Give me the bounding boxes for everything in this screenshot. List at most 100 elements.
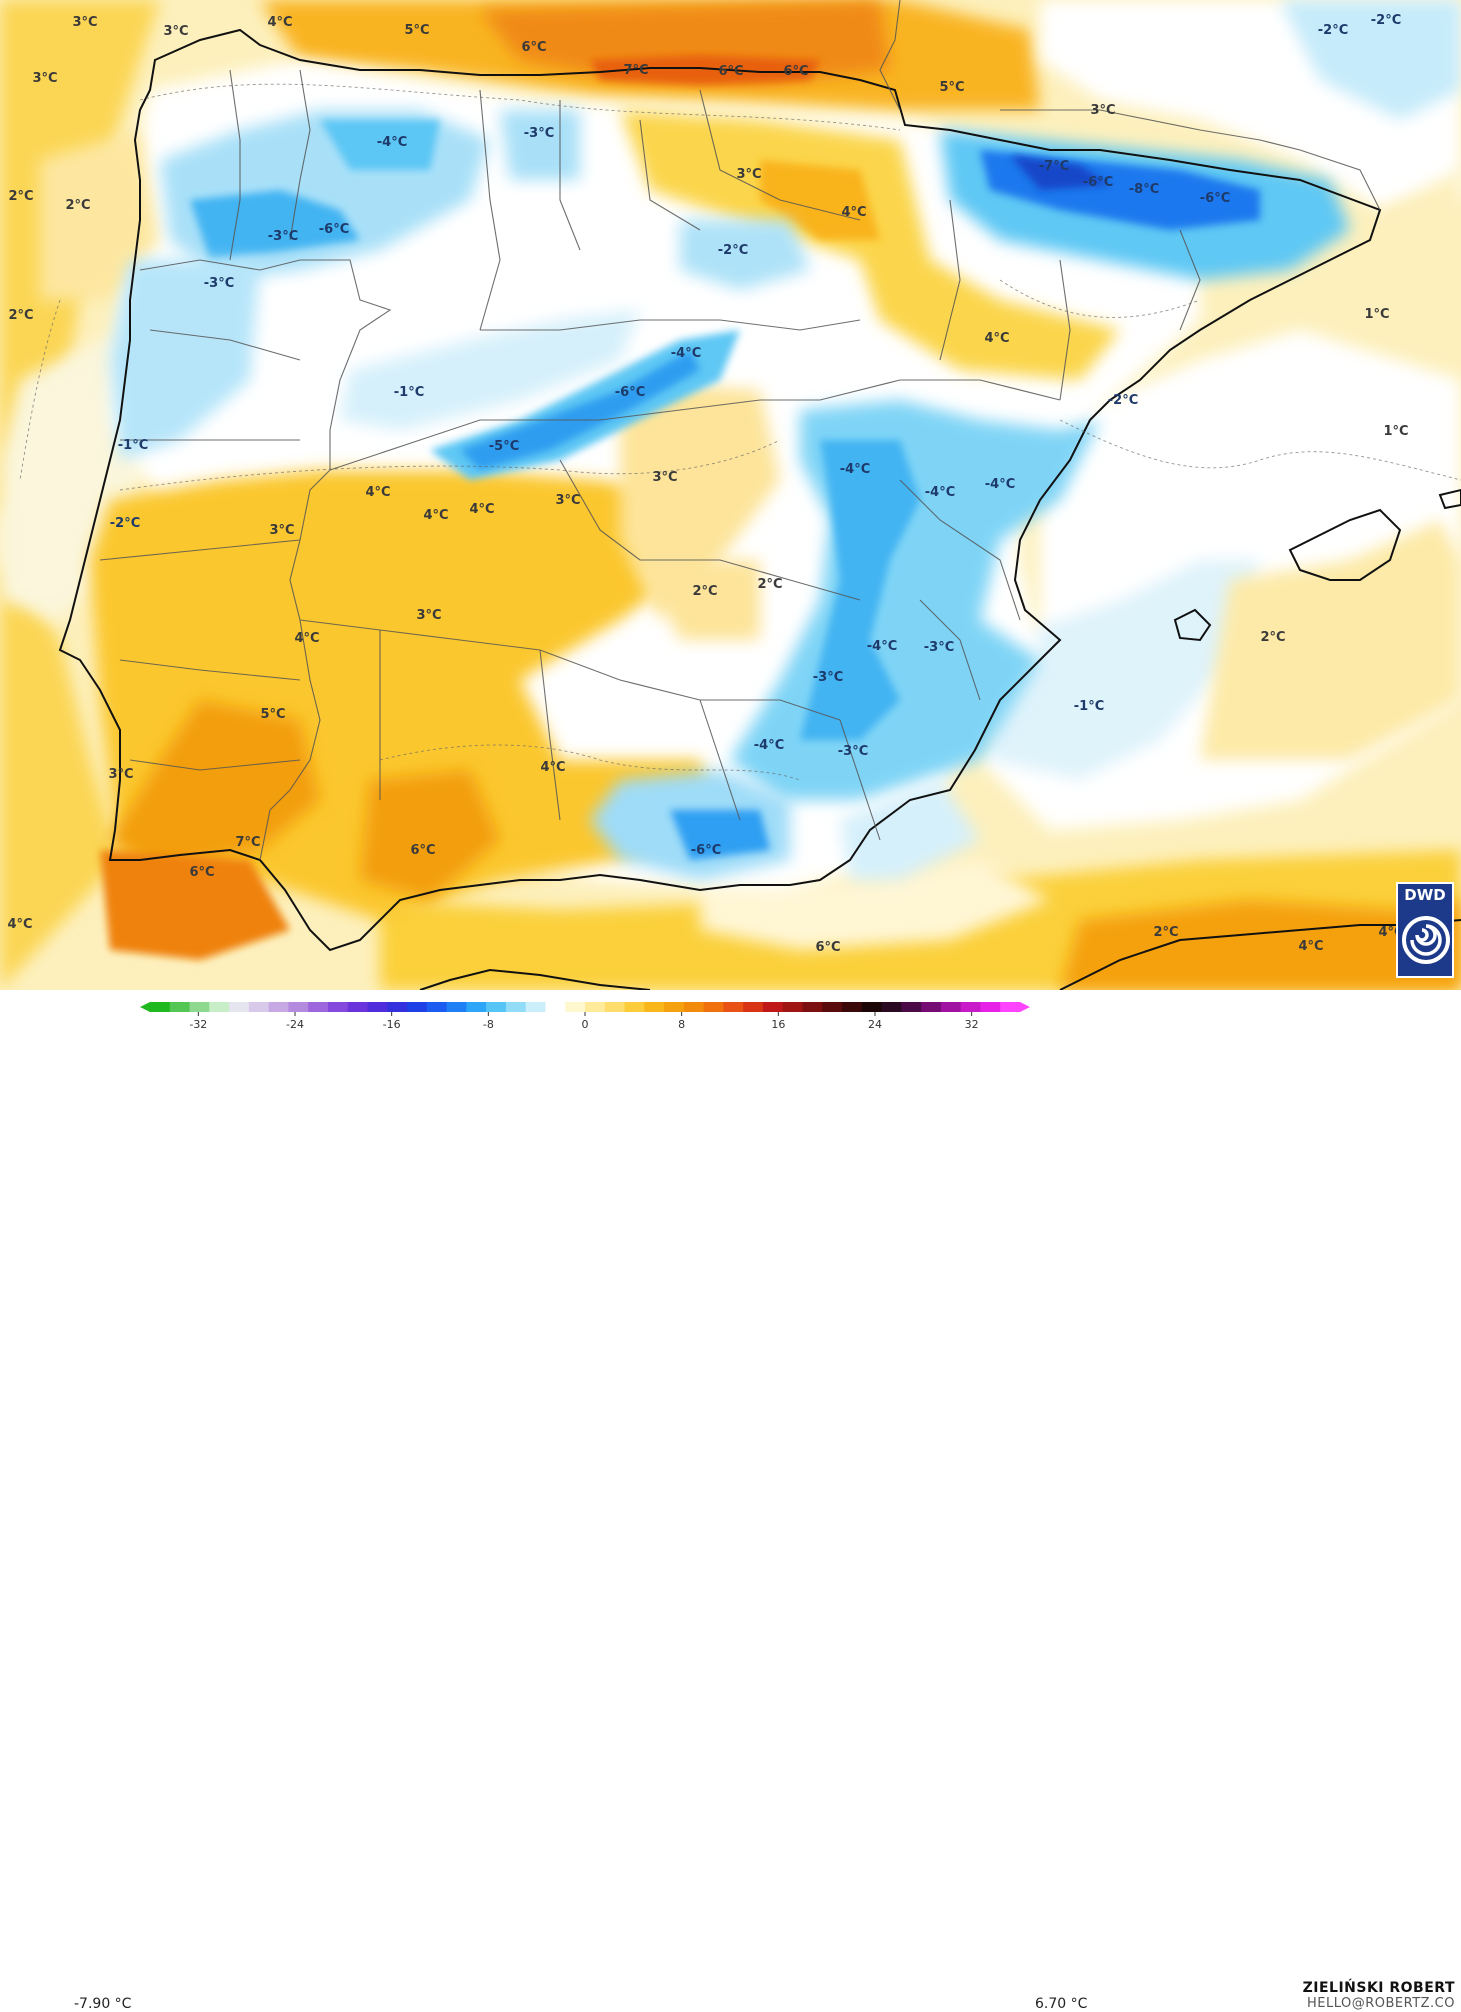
color-scale-segment — [822, 1002, 843, 1012]
cold-zone-cantabria — [320, 120, 440, 170]
hot-core-biscay — [590, 55, 820, 85]
temperature-label: 2°C — [692, 584, 717, 599]
temperature-label: -5°C — [489, 439, 519, 454]
temperature-label: -3°C — [268, 229, 298, 244]
coastline-menorca — [1438, 488, 1461, 510]
temperature-label: -3°C — [524, 126, 554, 141]
temperature-label: -4°C — [377, 135, 407, 150]
temperature-label: 3°C — [269, 523, 294, 538]
temperature-label: -6°C — [1083, 175, 1113, 190]
color-scale-min-arrow — [140, 1002, 150, 1012]
color-scale-segment — [466, 1002, 487, 1012]
hot-zone-algarve — [100, 850, 290, 960]
temperature-labels: 3°C 3°C 4°C 5°C 6°C 7°C 6°C 6°C 5°C 3°C 3°C -2°C -2°… — [7, 13, 1408, 955]
temperature-map: 3°C 3°C 4°C 5°C 6°C 7°C 6°C 6°C 5°C 3°C 3°C -2°C -2°… — [0, 0, 1461, 990]
color-scale-tick-label: 0 — [582, 1018, 589, 1031]
color-scale-segment — [980, 1002, 1001, 1012]
color-scale-segment — [268, 1002, 289, 1012]
temperature-label: -6°C — [691, 843, 721, 858]
color-scale-tick-label: 32 — [965, 1018, 979, 1031]
color-scale-segment — [585, 1002, 606, 1012]
dwd-swirl-icon — [1402, 916, 1450, 964]
color-scale-segment — [881, 1002, 902, 1012]
color-scale-max-arrow — [1020, 1002, 1030, 1012]
temperature-label: 1°C — [1383, 424, 1408, 439]
color-scale-segment — [762, 1002, 784, 1012]
temperature-label: 6°C — [410, 843, 435, 858]
color-scale-segment — [407, 1002, 428, 1012]
color-scale-segment — [505, 1002, 527, 1012]
color-scale-segment — [901, 1002, 922, 1012]
color-scale-segment — [189, 1002, 210, 1012]
color-scale-segment — [802, 1002, 823, 1012]
temperature-label: 2°C — [65, 198, 90, 213]
temperature-label: -4°C — [754, 738, 784, 753]
temperature-label: 5°C — [404, 23, 429, 38]
cold-zone-duero — [340, 310, 640, 430]
temperature-label: -6°C — [1200, 191, 1230, 206]
temperature-label: 3°C — [108, 767, 133, 782]
color-scale-segment — [624, 1002, 645, 1012]
temperature-label: 3°C — [416, 608, 441, 623]
temperature-label: 4°C — [294, 631, 319, 646]
temperature-label: 5°C — [939, 80, 964, 95]
warm-zone-atlantic-south — [0, 560, 120, 990]
color-scale-segment — [347, 1002, 368, 1012]
author-name: ZIELIŃSKI ROBERT — [1302, 1980, 1455, 1996]
temperature-label: 4°C — [469, 502, 494, 517]
temperature-label: 3°C — [736, 167, 761, 182]
color-scale-segment — [1000, 1002, 1021, 1012]
isoline-atlantic — [19, 299, 61, 481]
temperature-label: -2°C — [1318, 23, 1348, 38]
legend-max-value: 6.70 °C — [1035, 1996, 1088, 2012]
border-regions-south — [299, 619, 881, 841]
color-scale-segment — [288, 1002, 309, 1012]
author-email: HELLO@ROBERTZ.CO — [1306, 1996, 1455, 2011]
color-scale-segment — [308, 1002, 329, 1012]
color-scale-tick-label: 8 — [678, 1018, 685, 1031]
color-scale-segment — [723, 1002, 744, 1012]
temperature-label: 6°C — [718, 64, 743, 79]
color-scale-segment — [664, 1002, 685, 1012]
temperature-label: 3°C — [1090, 103, 1115, 118]
temperature-label: -4°C — [925, 485, 955, 500]
borders — [99, 0, 1381, 861]
color-scale-segment — [327, 1002, 349, 1012]
temperature-label: 3°C — [555, 493, 580, 508]
color-scale-tick-label: 16 — [771, 1018, 785, 1031]
color-scale-segment — [960, 1002, 981, 1012]
color-scale-segment — [486, 1002, 507, 1012]
color-scale-segment — [229, 1002, 250, 1012]
temperature-label: -3°C — [838, 744, 868, 759]
temperature-label: 4°C — [267, 15, 292, 30]
color-scale-segment — [387, 1002, 408, 1012]
cold-zone-murcia — [840, 780, 980, 880]
isoline-zero-central — [119, 439, 781, 491]
temperature-label: -1°C — [118, 438, 148, 453]
temperature-label: 3°C — [32, 71, 57, 86]
border-regions-west — [99, 329, 301, 771]
color-scale-segment — [150, 1002, 171, 1012]
color-scale-segment — [842, 1002, 863, 1012]
temperature-label: 2°C — [1153, 925, 1178, 940]
cold-zone-iberian-north — [680, 220, 810, 290]
temperature-label: 2°C — [757, 577, 782, 592]
isoline-zero-east — [999, 279, 1201, 318]
temperature-label: 4°C — [423, 508, 448, 523]
temperature-label: -1°C — [394, 385, 424, 400]
temperature-label: 2°C — [8, 308, 33, 323]
cold-zone-sierra-nevada-core — [670, 810, 770, 860]
coastline-ibiza — [1173, 608, 1212, 642]
color-scale-segment — [565, 1002, 586, 1012]
hot-zone-guadiana — [110, 700, 320, 870]
legend-footer: -7.90 °C -32 -24 -16 -8 0 8 16 24 32 6.70 °C ZIE… — [0, 990, 1461, 2012]
color-scale-segment — [446, 1002, 467, 1012]
color-scale-segment — [545, 1002, 566, 1012]
cold-zone-iberian-system-core — [800, 440, 920, 740]
color-scale-segment — [426, 1002, 448, 1012]
temperature-label: -4°C — [840, 462, 870, 477]
color-scale-segment — [683, 1002, 705, 1012]
temperature-label: 3°C — [163, 24, 188, 39]
temperature-label: -6°C — [319, 222, 349, 237]
temperature-label: 4°C — [841, 205, 866, 220]
